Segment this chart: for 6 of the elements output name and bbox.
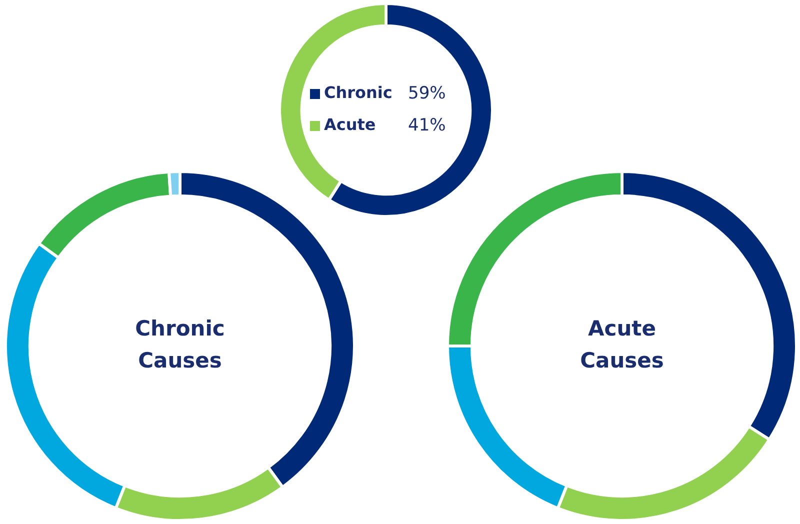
data-label: 41% — [408, 115, 446, 136]
legend-label: Chronic — [324, 83, 392, 102]
data-label: 59% — [408, 83, 446, 104]
legend-label: Acute — [324, 115, 376, 134]
text: Acute Causes — [580, 316, 664, 372]
text: Chronic Causes — [135, 316, 225, 372]
